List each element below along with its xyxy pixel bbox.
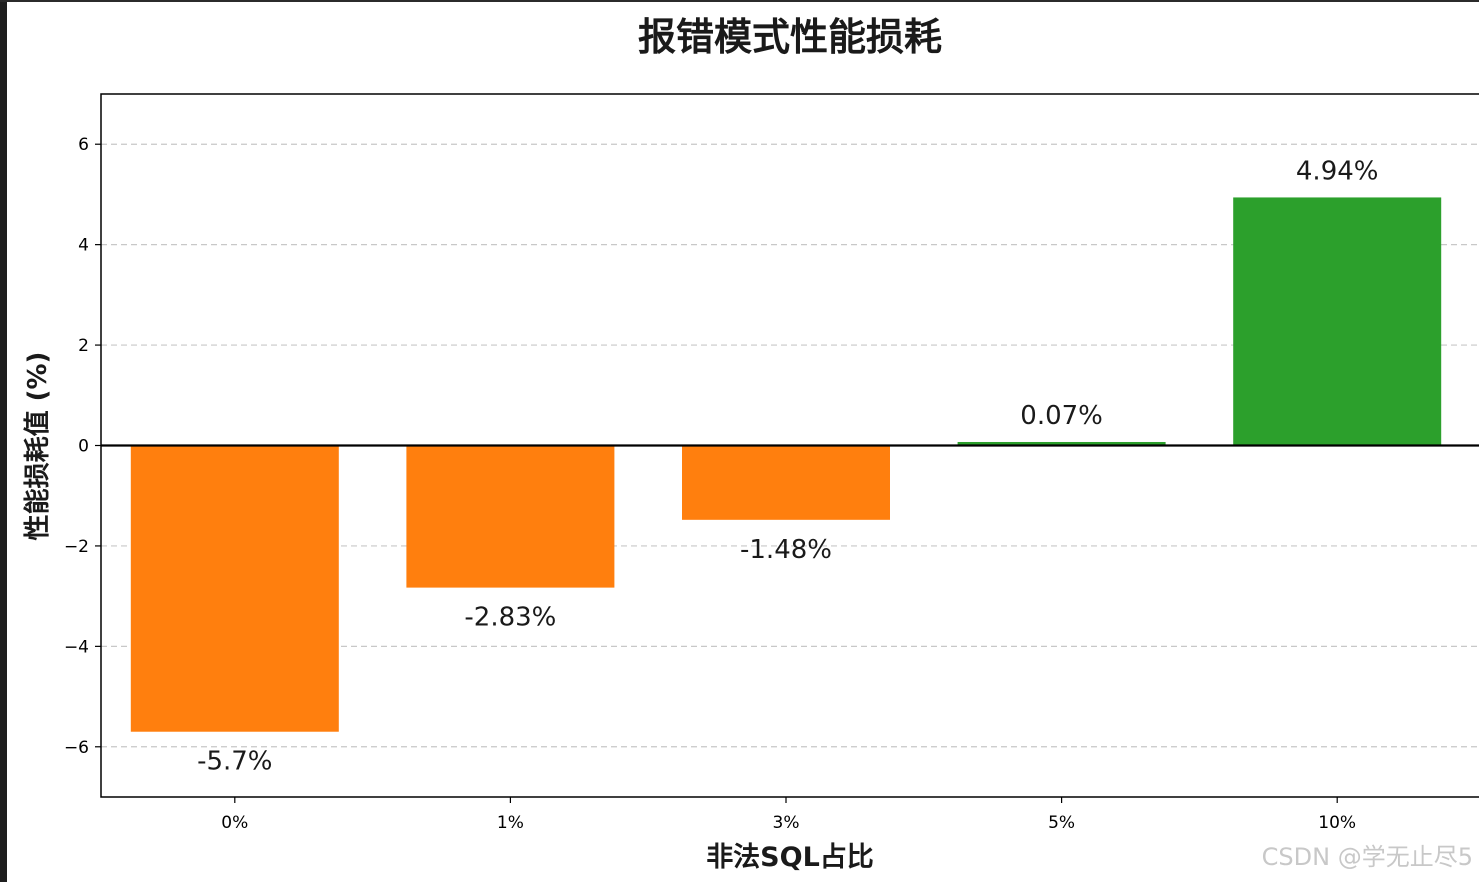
data-label: 4.94% — [1296, 156, 1379, 186]
x-tick-label: 1% — [497, 813, 524, 833]
window-left-edge — [0, 0, 7, 882]
x-tick-label: 0% — [221, 813, 248, 833]
bar-0pct — [130, 445, 339, 732]
y-tick-label: 2 — [78, 336, 89, 356]
x-tick-label: 10% — [1318, 813, 1356, 833]
x-tick-label: 5% — [1048, 813, 1075, 833]
data-label: -1.48% — [740, 535, 832, 565]
data-label: -5.7% — [197, 747, 272, 777]
y-tick-label: −4 — [64, 637, 89, 657]
y-tick-label: −6 — [64, 738, 89, 758]
x-tick-label: 3% — [773, 813, 800, 833]
data-label: 0.07% — [1020, 401, 1103, 431]
bar-10pct — [1233, 197, 1442, 446]
x-axis-label: 非法SQL占比 — [706, 842, 874, 873]
y-tick-label: −2 — [64, 537, 89, 557]
chart-title: 报错模式性能损耗 — [638, 15, 942, 59]
y-axis-label: 性能损耗值 (%) — [22, 352, 53, 541]
y-tick-label: 4 — [78, 236, 89, 256]
y-tick-label: 0 — [78, 437, 89, 457]
csdn-watermark: CSDN @学无止尽5 — [1261, 843, 1473, 871]
window-top-edge — [0, 0, 1479, 2]
y-tick-label: 6 — [78, 135, 89, 155]
bar-1pct — [406, 445, 615, 588]
bar-3pct — [682, 445, 890, 520]
bar-5pct — [957, 441, 1166, 446]
data-label: -2.83% — [464, 603, 556, 633]
